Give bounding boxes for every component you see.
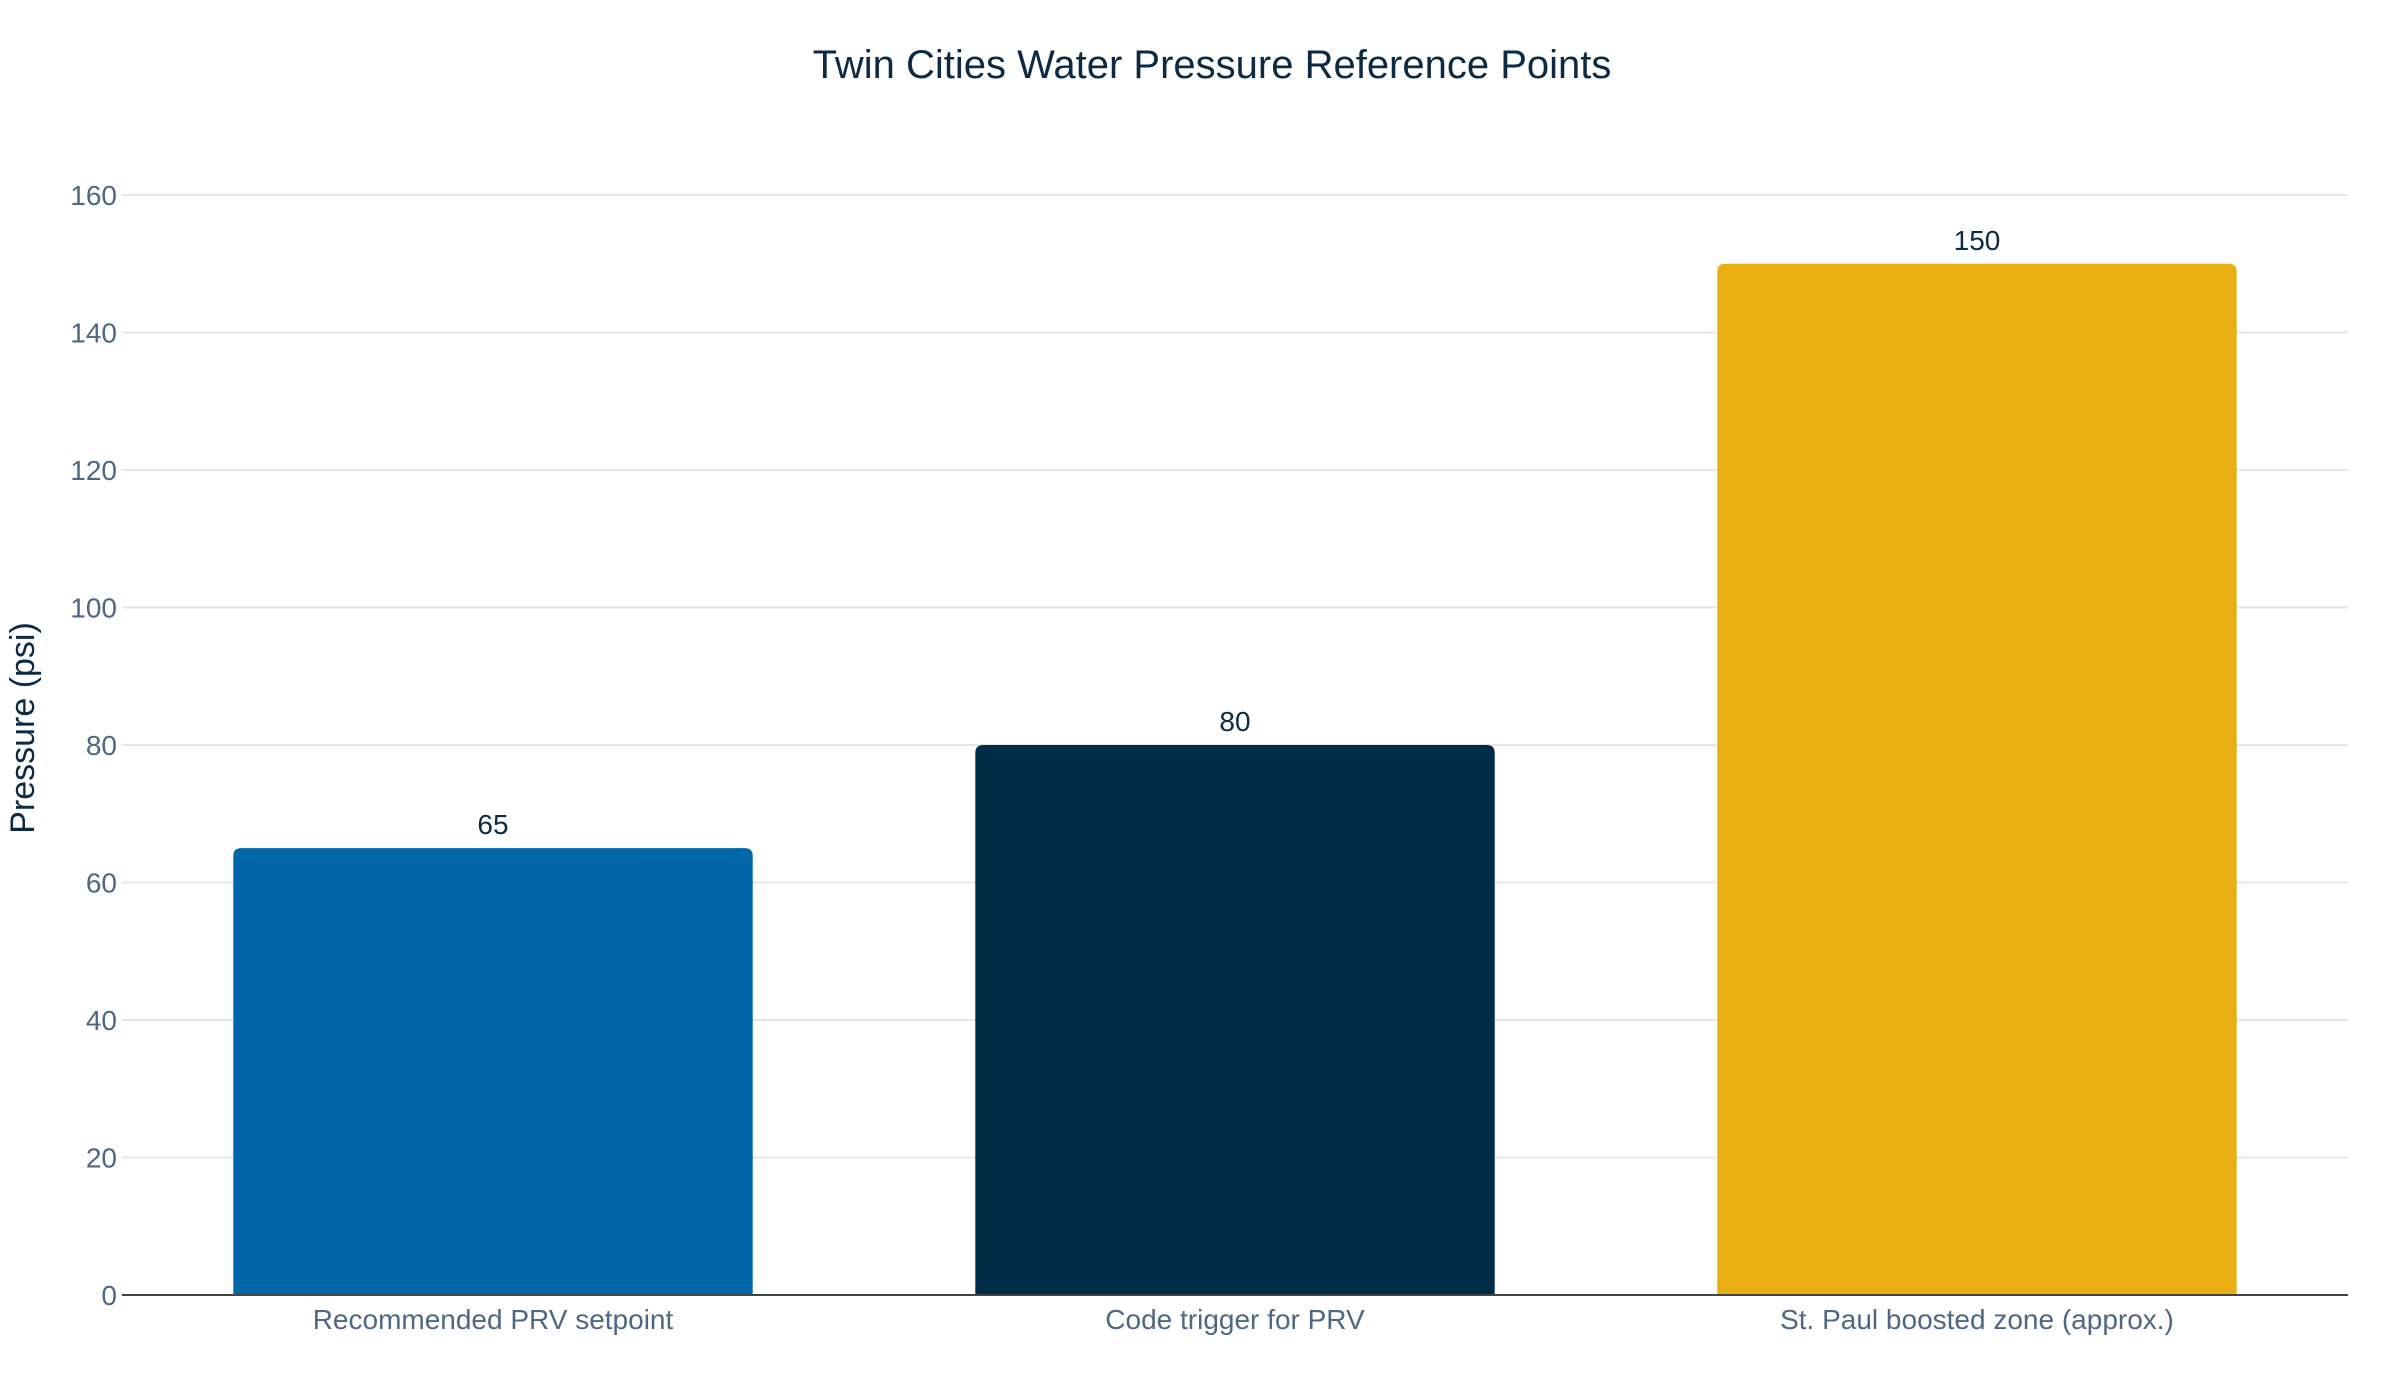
x-axis-ticks: Recommended PRV setpoint Code trigger for… [313,1304,2174,1335]
bar [1717,263,2237,1295]
y-tick-label: 160 [70,180,117,211]
bar [233,848,753,1295]
data-label: 65 [477,809,508,840]
y-tick-label: 80 [86,730,117,761]
y-tick-label: 0 [101,1280,117,1311]
x-tick-label: Recommended PRV setpoint [313,1304,674,1335]
y-tick-label: 100 [70,593,117,624]
y-tick-label: 60 [86,868,117,899]
data-labels: 65 80 150 [477,225,2000,840]
x-tick-label: Code trigger for PRV [1105,1304,1365,1335]
data-label: 150 [1954,225,2001,256]
y-tick-label: 20 [86,1143,117,1174]
x-tick-label: St. Paul boosted zone (approx.) [1780,1304,2174,1335]
y-tick-label: 140 [70,318,117,349]
y-tick-label: 40 [86,1005,117,1036]
data-label: 80 [1219,706,1250,737]
bar [975,745,1495,1295]
y-axis-ticks: 0 20 40 60 80 100 120 140 160 [70,180,117,1311]
chart-title: Twin Cities Water Pressure Reference Poi… [813,43,1612,87]
y-tick-label: 120 [70,455,117,486]
bars [233,263,2237,1295]
y-axis-title: Pressure (psi) [4,622,42,834]
